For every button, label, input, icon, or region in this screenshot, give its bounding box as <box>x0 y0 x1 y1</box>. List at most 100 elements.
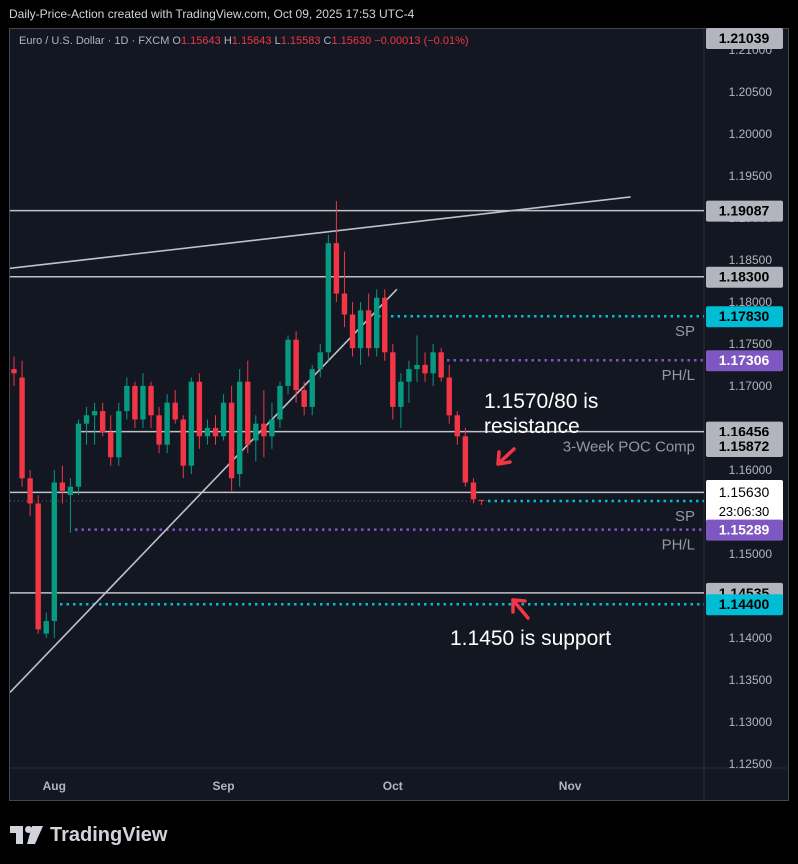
candle-body[interactable] <box>51 482 57 622</box>
candle-body[interactable] <box>317 352 323 370</box>
candle-body[interactable] <box>27 478 33 504</box>
candle-body[interactable] <box>398 381 404 407</box>
candle-body[interactable] <box>43 621 49 634</box>
candle-body[interactable] <box>132 385 138 420</box>
candle-body[interactable] <box>446 377 452 416</box>
candle-body[interactable] <box>470 482 477 500</box>
candle-body[interactable] <box>75 423 82 487</box>
candle-body[interactable] <box>293 339 299 391</box>
candle-body[interactable] <box>140 385 146 420</box>
candle-body[interactable] <box>99 411 106 433</box>
candle-body[interactable] <box>454 415 460 437</box>
trendline[interactable] <box>10 288 398 693</box>
candle-body[interactable] <box>156 415 162 445</box>
candle-body[interactable] <box>462 436 469 483</box>
candle-body[interactable] <box>245 381 251 445</box>
high-label: H <box>223 35 232 47</box>
countdown-timer: 23:06:30 <box>719 504 770 519</box>
candle-body[interactable] <box>19 377 25 479</box>
level-text-label: PH/L <box>662 367 695 384</box>
candle-body[interactable] <box>357 310 364 349</box>
annotation-support: 1.1450 is support <box>450 627 611 650</box>
candle-body[interactable] <box>309 369 315 407</box>
tradingview-logo-icon <box>10 826 43 844</box>
support-arrow-icon <box>511 598 530 620</box>
tradingview-brand[interactable]: TradingView <box>10 823 167 847</box>
y-tick-label: 1.17500 <box>729 337 773 351</box>
resistance-arrow-icon <box>496 447 516 466</box>
candle-body[interactable] <box>349 314 356 349</box>
candle-body[interactable] <box>430 352 436 374</box>
trendline[interactable] <box>10 196 631 270</box>
price-badge[interactable] <box>706 350 783 372</box>
candle-body[interactable] <box>188 381 195 466</box>
open-value: 1.15643 <box>180 35 221 47</box>
symbol-name[interactable]: Euro / U.S. Dollar · 1D · FXCM <box>19 35 170 47</box>
candle-body[interactable] <box>277 385 283 420</box>
candle-body[interactable] <box>196 381 203 437</box>
candle-body[interactable] <box>438 352 444 378</box>
candle-body[interactable] <box>228 402 235 479</box>
candle-body[interactable] <box>220 402 227 437</box>
candle-body[interactable] <box>382 297 388 353</box>
candle-body[interactable] <box>365 310 372 349</box>
candle-body[interactable] <box>180 419 186 466</box>
candle-body[interactable] <box>390 352 396 407</box>
y-tick-label: 1.15000 <box>729 547 773 561</box>
level-text-label: SP <box>675 508 695 525</box>
chart-frame[interactable] <box>9 28 789 801</box>
candle-body[interactable] <box>414 364 420 370</box>
price-badge[interactable] <box>706 306 783 328</box>
close-value: 1.15630 <box>331 35 372 47</box>
low-value: 1.15583 <box>280 35 321 47</box>
candle-body[interactable] <box>164 402 170 445</box>
candle-body[interactable] <box>91 411 98 416</box>
candle-body[interactable] <box>59 482 66 491</box>
price-badge-label: 1.14400 <box>719 596 770 612</box>
candle-body[interactable] <box>261 423 267 437</box>
candle-body[interactable] <box>374 297 380 349</box>
open-label: O <box>172 35 181 47</box>
candle-body[interactable] <box>148 385 154 416</box>
candle-body[interactable] <box>204 427 211 437</box>
candle-body[interactable] <box>124 385 130 412</box>
candle-body[interactable] <box>422 364 428 374</box>
candle-body[interactable] <box>253 423 259 441</box>
candle-body[interactable] <box>212 427 219 437</box>
low-label: L <box>274 35 281 47</box>
change-value: −0.00013 (−0.01%) <box>374 35 469 47</box>
price-badge[interactable] <box>706 200 783 222</box>
candle-body[interactable] <box>108 432 114 458</box>
candle-body[interactable] <box>406 369 412 382</box>
annotation-resistance-line2: resistance <box>484 415 580 438</box>
y-tick-label: 1.20000 <box>729 127 773 141</box>
current-price-badge[interactable] <box>706 480 783 523</box>
price-badge[interactable] <box>706 594 783 616</box>
candle-body[interactable] <box>35 503 41 630</box>
price-badge[interactable] <box>706 436 783 457</box>
candle-body[interactable] <box>478 499 485 501</box>
candle-body[interactable] <box>269 419 275 437</box>
y-tick-label: 1.13000 <box>729 715 773 729</box>
candle-body[interactable] <box>301 390 307 407</box>
price-badge-label: 1.15289 <box>719 522 770 538</box>
price-badge-label: 1.19087 <box>719 203 770 219</box>
price-badge[interactable] <box>706 28 783 49</box>
price-badge-label: 1.16456 <box>719 424 770 440</box>
candle-body[interactable] <box>333 243 340 294</box>
candle-body[interactable] <box>116 411 122 458</box>
candle-body[interactable] <box>285 339 291 386</box>
candle-body[interactable] <box>236 381 243 475</box>
candle-body[interactable] <box>11 369 17 374</box>
price-badge[interactable] <box>706 519 783 541</box>
candle-body[interactable] <box>83 415 90 424</box>
level-text-label: PH/L <box>662 537 695 554</box>
candle-body[interactable] <box>67 486 74 496</box>
plot-area[interactable] <box>10 196 704 693</box>
price-badge-label: 1.21039 <box>719 30 770 46</box>
candle-body[interactable] <box>325 243 332 353</box>
candle-body[interactable] <box>172 402 178 420</box>
candle-body[interactable] <box>341 293 348 315</box>
price-badge[interactable] <box>706 266 783 288</box>
